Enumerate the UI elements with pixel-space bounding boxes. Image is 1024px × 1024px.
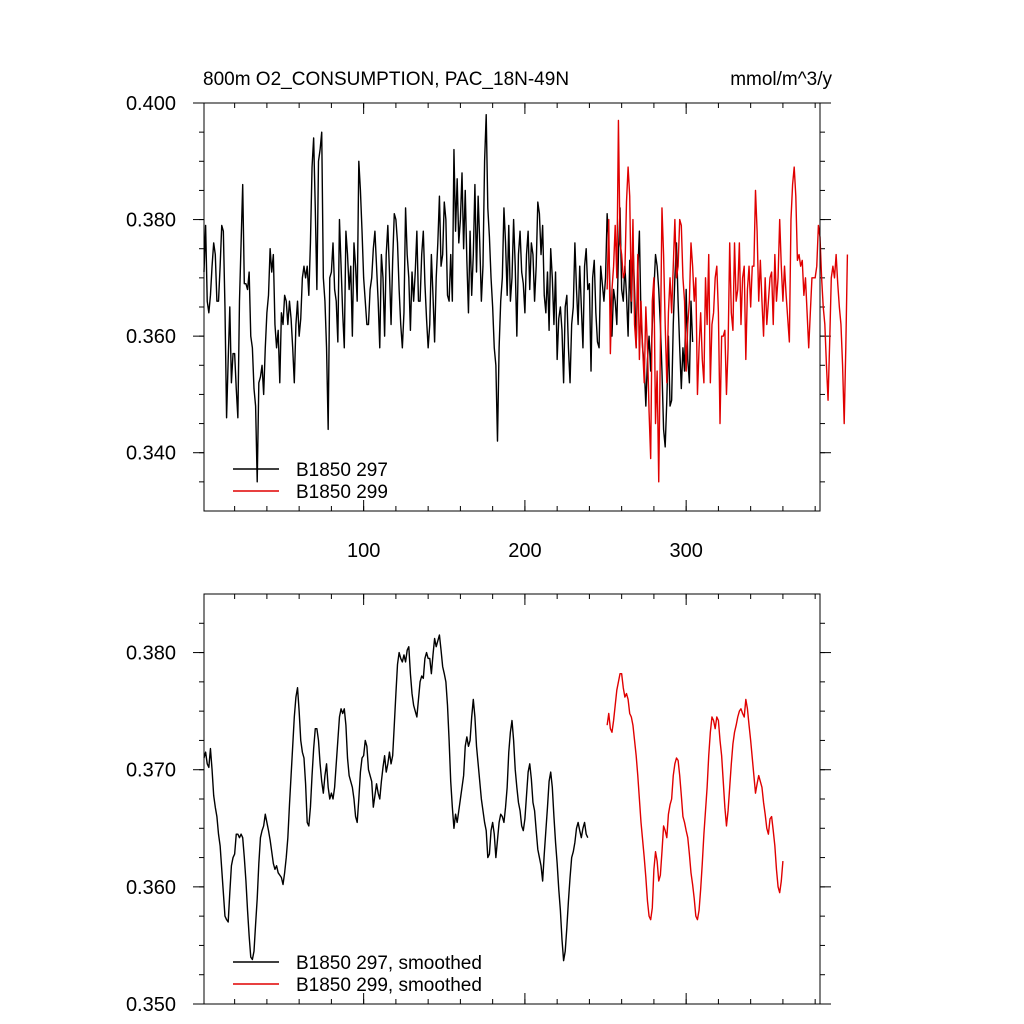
bottom-ticks — [193, 594, 831, 1005]
legend-label-2: B1850 299 — [296, 482, 388, 503]
y-tick-label: 0.400 — [126, 93, 176, 115]
top-panel: 800m O2_CONSUMPTION, PAC_18N-49N mmol/m^… — [126, 69, 849, 562]
series-line-1 — [203, 634, 589, 962]
top-plot-frame — [203, 102, 821, 512]
top-ticks — [193, 102, 831, 511]
y-tick-label: 0.360 — [126, 326, 176, 348]
legend-label-1: B1850 297, smoothed — [296, 953, 482, 974]
top-y-tick-labels: 0.340 0.360 0.380 0.400 — [126, 93, 176, 465]
x-tick-label: 100 — [347, 540, 380, 562]
series-line-2 — [606, 119, 849, 483]
top-series — [203, 113, 849, 483]
x-tick-label: 300 — [669, 540, 702, 562]
y-tick-label: 0.340 — [126, 443, 176, 465]
y-tick-label: 0.350 — [126, 994, 176, 1016]
y-tick-label: 0.380 — [126, 643, 176, 665]
top-units: mmol/m^3/y — [730, 69, 832, 90]
series-line-2 — [606, 672, 784, 921]
x-tick-label: 200 — [508, 540, 541, 562]
bottom-panel: 0.350 0.360 0.370 0.380 B1850 297, smoothed… — [126, 593, 831, 1016]
bottom-series — [203, 634, 784, 962]
y-tick-label: 0.370 — [126, 760, 176, 782]
legend-label-2: B1850 299, smoothed — [296, 975, 482, 996]
top-x-tick-labels: 100 200 300 — [347, 540, 703, 562]
bottom-y-tick-labels: 0.350 0.360 0.370 0.380 — [126, 643, 176, 1016]
y-tick-label: 0.360 — [126, 877, 176, 899]
y-tick-label: 0.380 — [126, 210, 176, 232]
legend-label-1: B1850 297 — [296, 460, 388, 481]
top-title: 800m O2_CONSUMPTION, PAC_18N-49N — [203, 69, 569, 90]
bottom-plot-frame — [203, 593, 821, 1005]
